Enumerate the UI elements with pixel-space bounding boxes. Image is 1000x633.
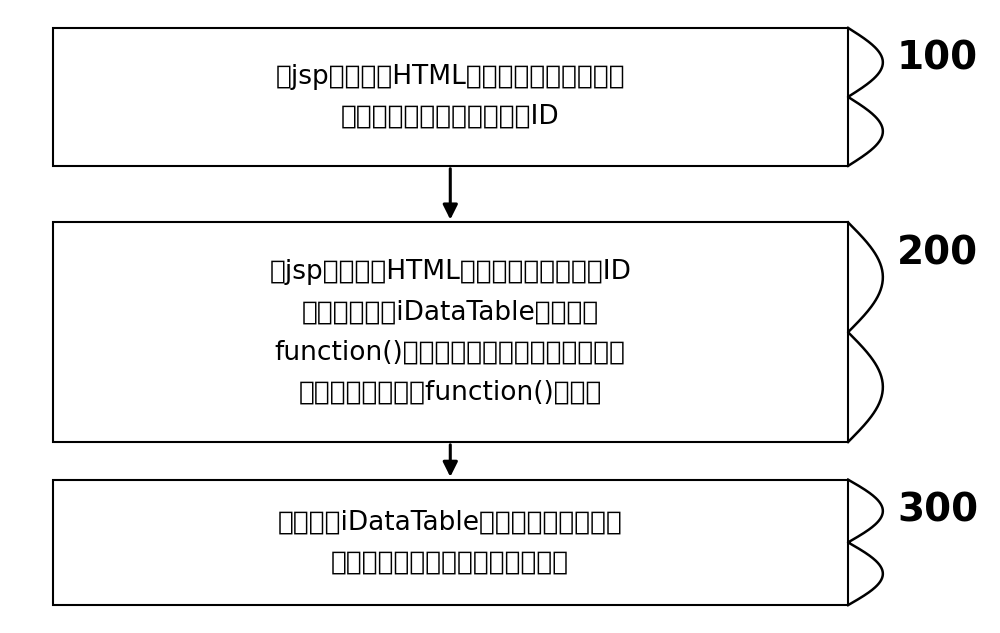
Text: 200: 200 bbox=[897, 234, 978, 272]
Text: 运行所述iDataTable插件，实现表格的创
建，并向用户显示创建完成的表格: 运行所述iDataTable插件，实现表格的创 建，并向用户显示创建完成的表格 bbox=[278, 510, 623, 575]
Text: 在jsp文件或者HTML文件中创建表格时，为
待创建表格设置独立唯一的ID: 在jsp文件或者HTML文件中创建表格时，为 待创建表格设置独立唯一的ID bbox=[275, 64, 625, 130]
Text: 300: 300 bbox=[897, 492, 978, 530]
Bar bbox=[53, 28, 848, 166]
Bar bbox=[53, 480, 848, 605]
Text: 100: 100 bbox=[897, 40, 978, 78]
Text: 在jsp文件或者HTML文件中根据设置好的ID
调用已封装在iDataTable插件中的
function()函数，将待创建表格的各项属性
参数值配置至所述fu: 在jsp文件或者HTML文件中根据设置好的ID 调用已封装在iDataTable… bbox=[269, 259, 631, 405]
Bar bbox=[53, 222, 848, 442]
